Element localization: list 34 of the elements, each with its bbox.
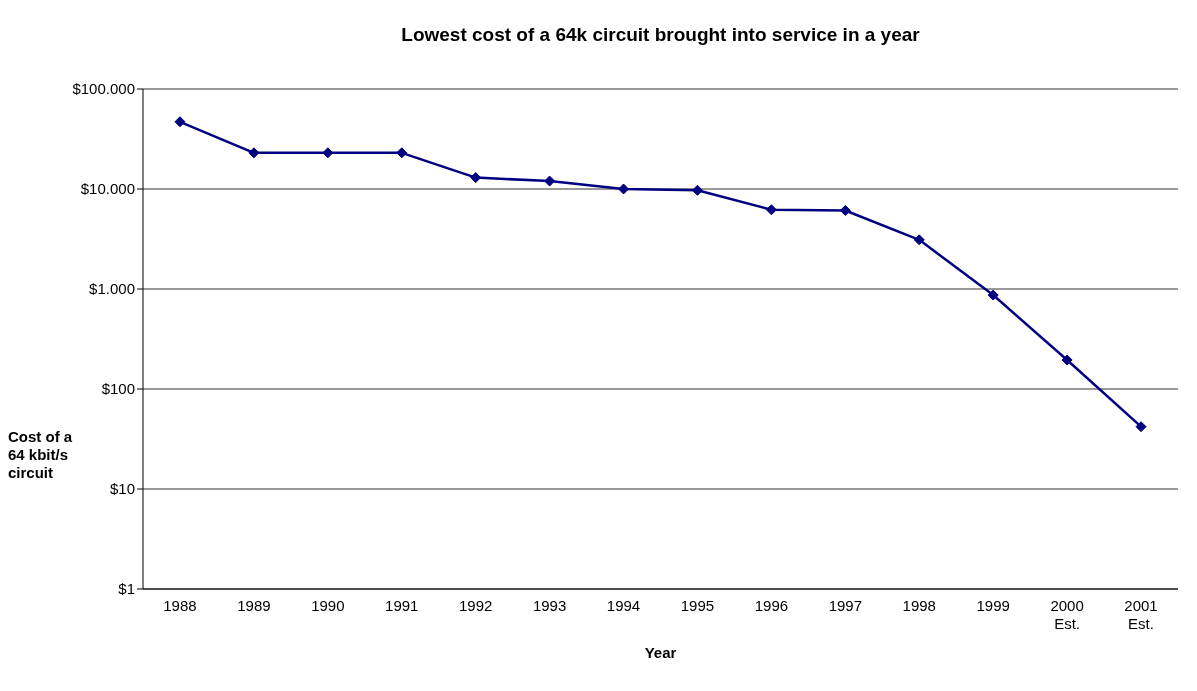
chart-title: Lowest cost of a 64k circuit brought into service in a year (400, 24, 921, 46)
x-tick-label: 1992 (458, 597, 493, 614)
x-tick-label: 1988 (163, 597, 197, 614)
x-tick-label: 2001 Est. (1124, 597, 1158, 632)
y-tick-label: $100 (101, 380, 135, 398)
x-tick-label: 1999 (976, 597, 1010, 614)
point (1061, 354, 1073, 366)
y-axis-title: Cost of a 64 kbit/s circuit (8, 428, 74, 482)
y-tick-label: $10 (109, 480, 135, 498)
y-tick-label: $1.000 (89, 280, 135, 298)
x-tick-label: 2000 Est. (1050, 597, 1084, 632)
y-tick-label: $100.000 (72, 80, 135, 98)
x-tick-label: 1994 (606, 597, 641, 614)
point (396, 147, 408, 159)
point (987, 289, 999, 301)
x-tick-label: 1989 (237, 597, 271, 614)
x-tick-label: 1990 (311, 597, 345, 614)
point (248, 147, 260, 159)
x-tick-label: 1996 (754, 597, 789, 614)
y-tick-label: $1 (118, 580, 135, 598)
point (544, 175, 556, 187)
x-tick-label: 1998 (902, 597, 936, 614)
x-tick-label: 1993 (532, 597, 567, 614)
x-tick-label: 1991 (385, 597, 419, 614)
point (470, 172, 482, 184)
point (1135, 421, 1147, 433)
x-tick-label: 1997 (828, 597, 863, 614)
x-tick-label: 1995 (680, 597, 715, 614)
point (913, 234, 925, 246)
x-axis-title: Year (643, 644, 678, 661)
y-tick-label: $10.000 (80, 180, 135, 198)
point (174, 116, 186, 128)
point (839, 204, 851, 216)
point (765, 204, 777, 216)
